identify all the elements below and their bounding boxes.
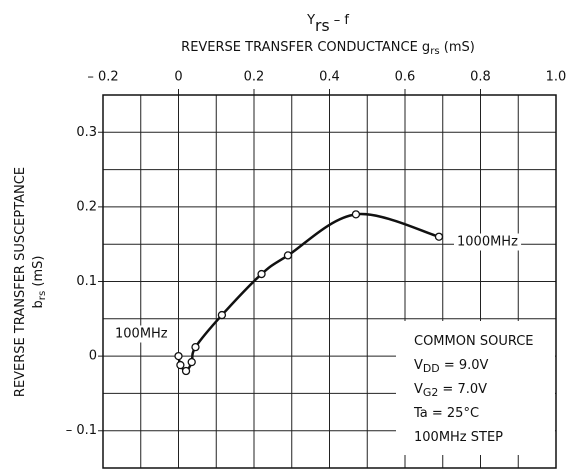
text-segment: – f	[330, 13, 350, 28]
x-tick-label: – 0.2	[87, 70, 118, 85]
text-segment: V	[414, 382, 423, 397]
y-axis-label: brs (mS)	[31, 256, 48, 309]
y-axis-label: REVERSE TRANSFER SUSCEPTANCE	[13, 167, 28, 397]
subscript: G2	[423, 386, 438, 399]
condition-text: VDD = 9.0V	[414, 358, 489, 376]
data-point	[191, 342, 200, 352]
subscript: rs	[430, 46, 439, 57]
data-point	[181, 366, 191, 376]
condition-text: COMMON SOURCE	[414, 334, 534, 349]
text-segment: V	[414, 358, 423, 373]
chart-title: Yrs – f	[306, 13, 349, 35]
text-segment: (mS)	[31, 256, 46, 291]
y-tick-label: 0.3	[76, 125, 97, 140]
x-tick-label: 0	[174, 70, 182, 85]
data-point	[283, 251, 293, 260]
data-point	[176, 360, 185, 370]
text-segment: REVERSE TRANSFER SUSCEPTANCE	[13, 167, 28, 397]
data-point	[434, 232, 444, 241]
data-point	[257, 269, 266, 279]
plot-frame	[102, 94, 557, 469]
text-segment: COMMON SOURCE	[414, 334, 534, 349]
y-tick-label: 0.1	[76, 274, 97, 289]
label-background	[112, 325, 171, 343]
subscript: DD	[423, 362, 440, 375]
x-tick-label: 1.0	[546, 70, 567, 85]
text-segment: 100MHz STEP	[414, 430, 503, 445]
text-segment: b	[31, 300, 46, 308]
text-segment: Ta = 25°C	[413, 406, 479, 421]
text-segment: = 9.0V	[440, 358, 489, 373]
annotation: 1000MHz	[457, 235, 518, 250]
text-segment: (mS)	[440, 40, 475, 55]
x-tick-label: 0.4	[319, 70, 340, 85]
text-segment: Y	[306, 13, 315, 28]
label-background	[454, 233, 522, 251]
y-tick-label: 0	[89, 349, 97, 364]
x-tick-label: 0.2	[244, 70, 265, 85]
y-tick-label: 0.2	[76, 199, 97, 214]
subscript: rs	[37, 291, 48, 300]
data-point	[187, 357, 196, 367]
annotation: 100MHz	[115, 327, 168, 342]
data-point	[351, 210, 361, 219]
text-segment: = 7.0V	[438, 382, 487, 397]
x-tick-label: 0.6	[395, 70, 416, 85]
x-tick-label: 0.8	[470, 70, 491, 85]
subscript: rs	[315, 17, 330, 35]
text-segment: REVERSE TRANSFER CONDUCTANCE g	[181, 40, 430, 55]
conditions-box	[396, 321, 555, 455]
data-point	[217, 310, 227, 320]
condition-text: 100MHz STEP	[414, 430, 503, 445]
x-axis-label: REVERSE TRANSFER CONDUCTANCE grs (mS)	[181, 40, 475, 57]
y-tick-label: – 0.1	[66, 423, 97, 438]
condition-text: VG2 = 7.0V	[414, 382, 487, 400]
data-point	[174, 351, 183, 361]
condition-text: Ta = 25°C	[413, 406, 479, 421]
